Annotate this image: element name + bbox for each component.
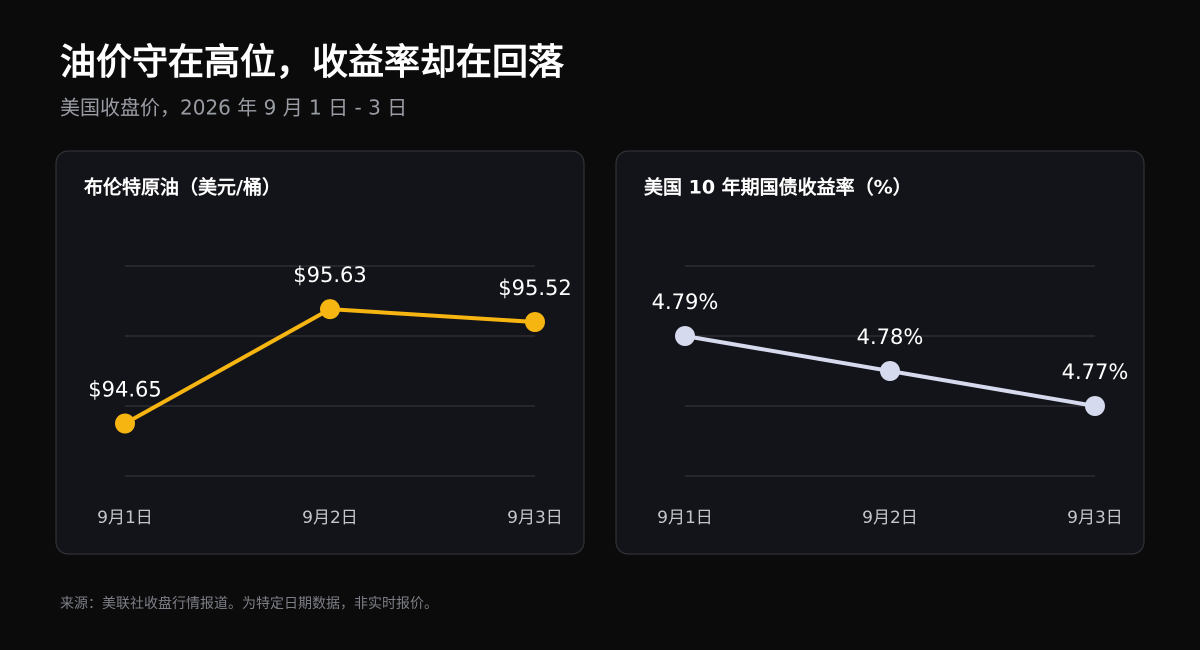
value-label: 4.77% (1062, 360, 1129, 384)
point (675, 326, 695, 346)
x-tick-label: 9月1日 (657, 508, 713, 528)
subtitle: 美国收盘价，2026 年 9 月 1 日 - 3 日 (60, 96, 407, 120)
x-tick-label: 9月3日 (1067, 508, 1123, 528)
point (1085, 396, 1105, 416)
source: 来源：美联社收盘行情报道。为特定日期数据，非实时报价。 (60, 595, 438, 612)
value-label: 4.79% (652, 290, 719, 314)
x-tick-label: 9月1日 (97, 508, 153, 528)
point (525, 312, 545, 332)
point (880, 361, 900, 381)
x-tick-label: 9月2日 (862, 508, 918, 528)
value-label: $95.63 (293, 263, 366, 287)
x-tick-label: 9月3日 (507, 508, 563, 528)
panel (615, 150, 1145, 555)
value-label: 4.78% (857, 325, 924, 349)
x-tick-label: 9月2日 (302, 508, 358, 528)
title: 油价守在高位，收益率却在回落 (60, 42, 565, 83)
chart-title: 布伦特原油（美元/桶） (84, 176, 281, 199)
point (115, 413, 135, 434)
value-label: $94.65 (88, 378, 161, 402)
chart-title: 美国 10 年期国债收益率（%） (644, 176, 912, 199)
value-label: $95.52 (498, 276, 571, 300)
panel (55, 150, 585, 555)
point (320, 299, 340, 320)
